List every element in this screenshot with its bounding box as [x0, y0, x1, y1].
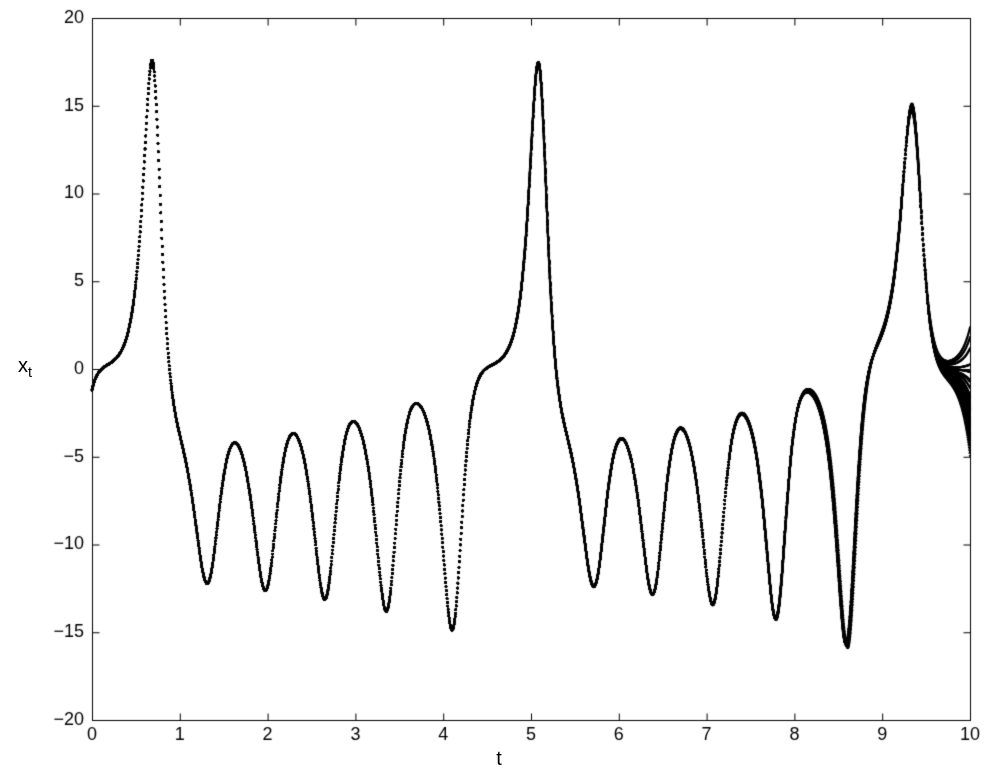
chart-container: t xt: [0, 0, 998, 780]
x-axis-label: t: [0, 748, 998, 771]
y-axis-label: xt: [18, 355, 32, 381]
scatter-canvas: [0, 0, 998, 780]
